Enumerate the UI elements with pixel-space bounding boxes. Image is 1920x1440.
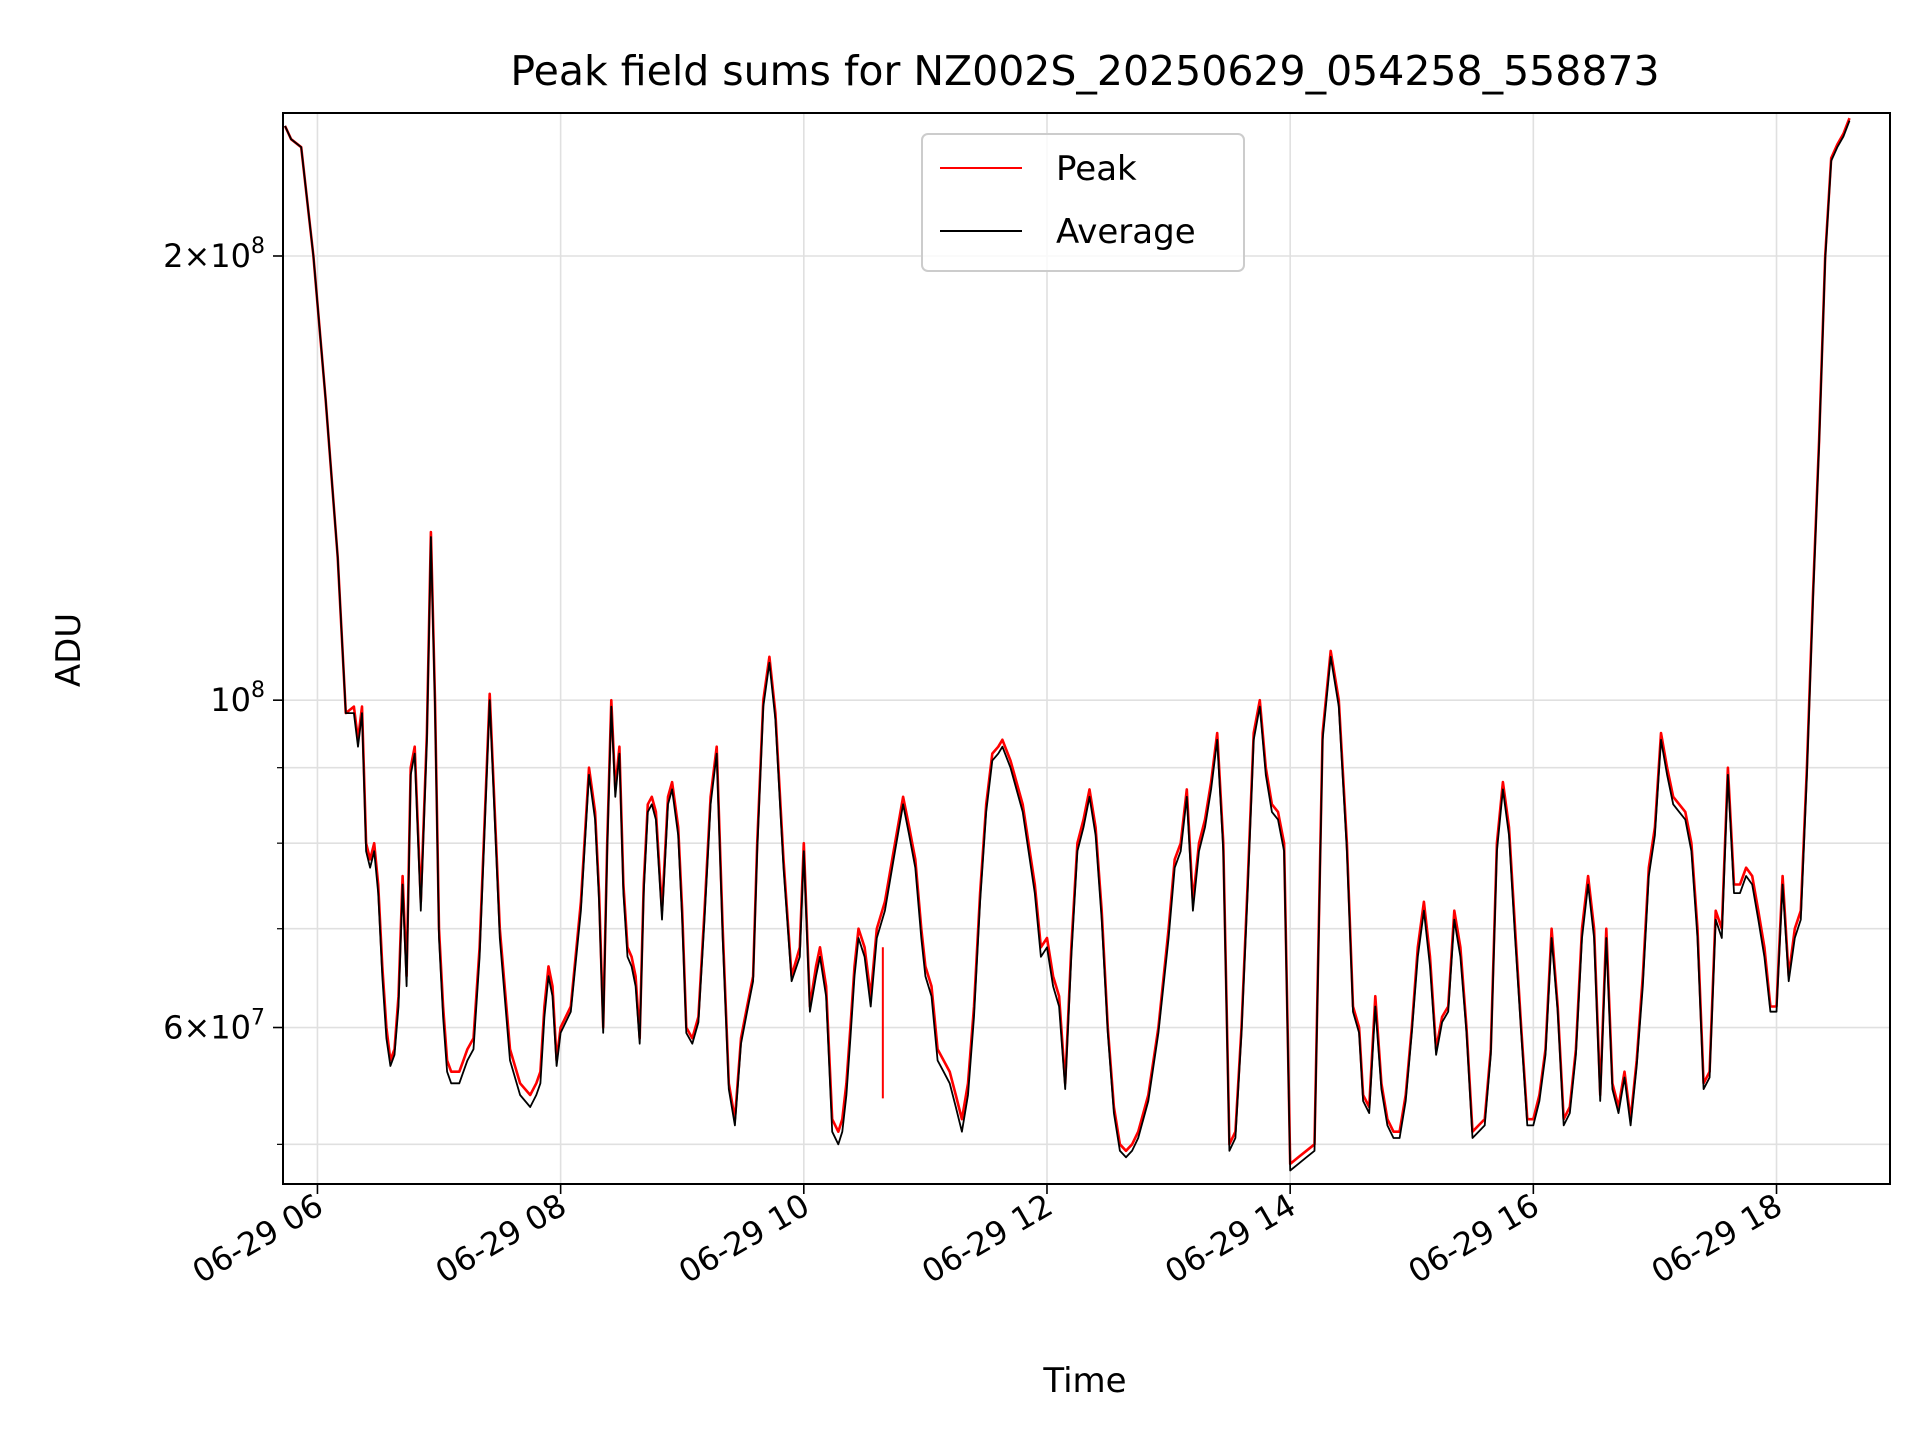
legend-label-peak: Peak [1056,149,1137,189]
y-tick-exponent: 7 [251,1006,265,1031]
y-axis-label: ADU [49,613,89,687]
plot-frame [282,112,1891,1185]
y-tick-exponent: 8 [251,678,265,703]
y-tick-label: 2×108 [163,234,265,275]
x-axis-label: Time [1042,1361,1126,1401]
y-tick-label: 6×107 [163,1006,265,1047]
legend-label-average: Average [1056,212,1196,252]
series-layer [283,117,1851,1172]
y-tick-base: 6×10 [163,1009,251,1047]
chart-title: Peak field sums for NZ002S_20250629_0542… [510,47,1659,95]
y-tick-base: 10 [210,681,251,719]
legend: Peak Average [921,133,1245,272]
y-tick-label: 108 [210,678,265,719]
series-line-average [284,120,1851,1172]
y-tick-exponent: 8 [251,234,265,259]
y-tick-base: 2×10 [163,237,251,275]
